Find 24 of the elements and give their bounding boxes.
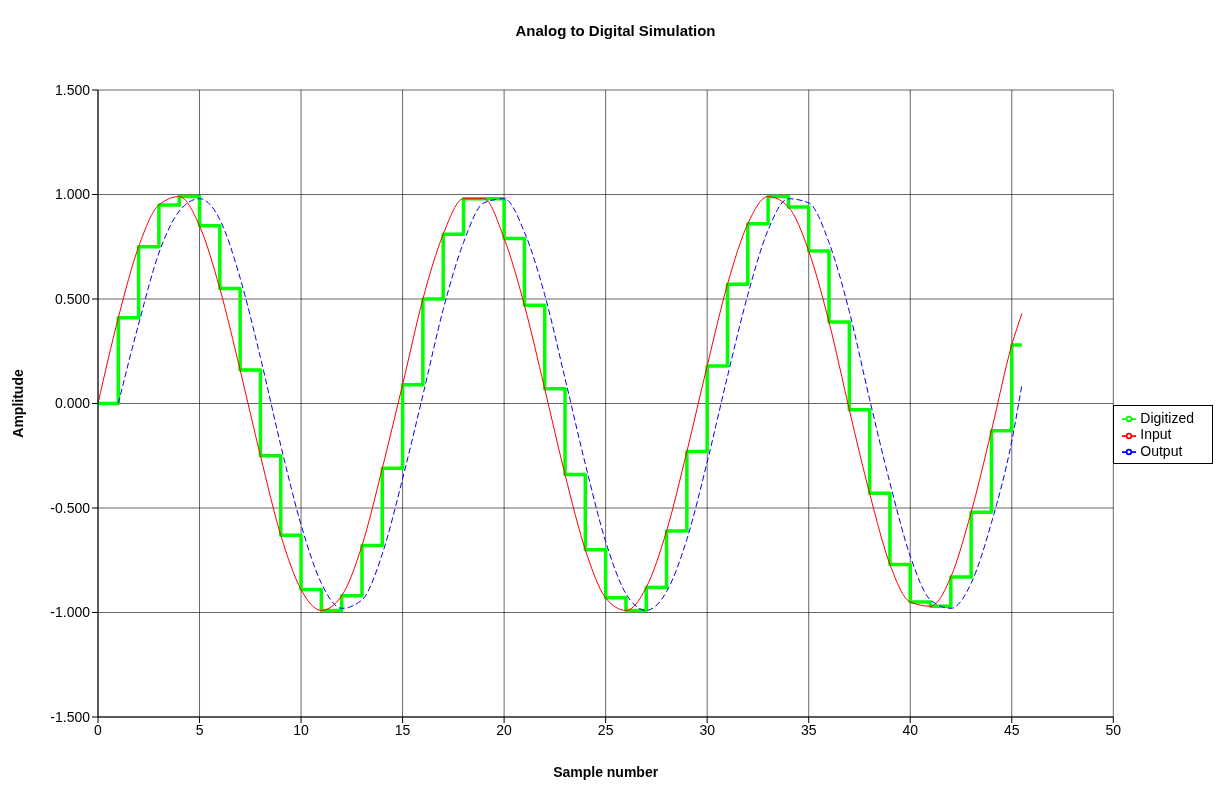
x-tick-label: 45: [1003, 721, 1020, 738]
x-tick-label: 50: [1105, 721, 1122, 738]
y-tick-label: -0.500: [50, 499, 91, 516]
x-tick-label: 15: [394, 721, 411, 738]
x-tick-label: 0: [94, 721, 103, 738]
y-axis-title: Amplitude: [9, 369, 26, 438]
y-tick-label: 1.000: [54, 186, 91, 203]
x-tick-label: 25: [597, 721, 614, 738]
y-tick-label: 0.500: [54, 290, 91, 307]
x-tick-label: 10: [293, 721, 310, 738]
y-tick-label: -1.500: [50, 708, 91, 725]
legend-label: Digitized: [1140, 410, 1194, 427]
legend-label: Output: [1140, 442, 1183, 459]
x-tick-label: 40: [902, 721, 919, 738]
chart-title: Analog to Digital Simulation: [514, 21, 717, 41]
y-tick-label: 1.500: [54, 81, 91, 98]
x-tick-label: 35: [800, 721, 817, 738]
legend-label: Input: [1140, 426, 1172, 443]
x-tick-label: 20: [496, 721, 513, 738]
x-tick-label: 30: [699, 721, 716, 738]
x-axis-title: Sample number: [553, 764, 659, 780]
y-tick-label: -1.000: [50, 604, 91, 621]
y-tick-label: 0.000: [54, 395, 91, 412]
x-tick-label: 5: [195, 721, 204, 738]
